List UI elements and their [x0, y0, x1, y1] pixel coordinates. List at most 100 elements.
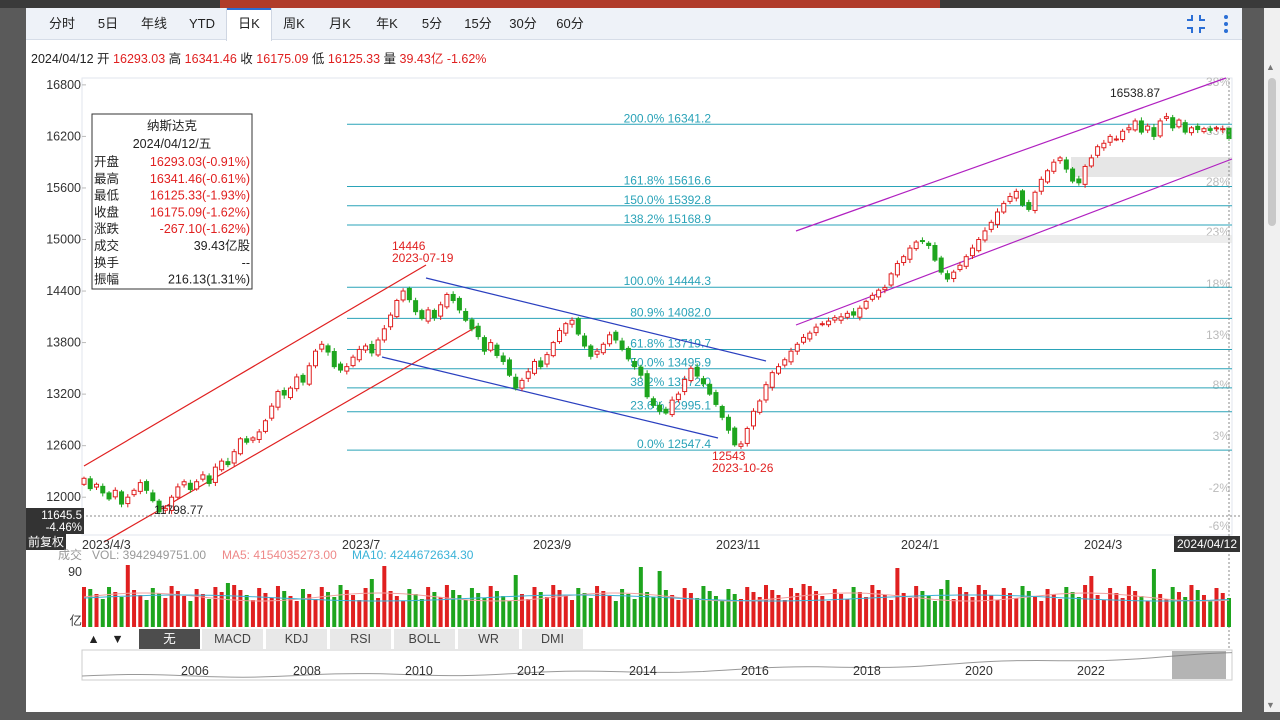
candle	[1032, 190, 1038, 214]
tab-9[interactable]: 15分	[464, 16, 492, 31]
tab-8[interactable]: 5分	[421, 16, 443, 31]
volume-bar	[676, 600, 681, 627]
indicator-4[interactable]: BOLL	[394, 629, 456, 649]
candle-body	[782, 359, 788, 366]
volume-bar	[551, 585, 556, 627]
candle-body	[1226, 127, 1232, 140]
candle-body	[369, 343, 375, 354]
tab-1[interactable]: 5日	[97, 16, 119, 31]
tab-5[interactable]: 周K	[283, 16, 305, 31]
volume-bar	[200, 594, 205, 627]
volume-bar	[707, 591, 712, 627]
tab-3[interactable]: YTD	[189, 16, 215, 31]
candle	[1195, 123, 1201, 134]
overview-year: 2008	[293, 664, 321, 678]
indicator-1[interactable]: MACD	[202, 629, 264, 649]
peak-date-label: 2023-07-19	[392, 251, 454, 265]
arrow-down-icon[interactable]: ▼	[106, 629, 130, 649]
candle	[832, 315, 838, 324]
indicator-6[interactable]: DMI	[522, 629, 584, 649]
y-tick-label: 13800	[46, 336, 81, 350]
volume-bar	[957, 587, 962, 627]
volume-bar	[463, 600, 468, 627]
indicator-0[interactable]: 无	[139, 629, 201, 649]
candle-body	[394, 299, 400, 318]
candle-body	[413, 300, 419, 313]
info-close-label: 收	[240, 52, 253, 66]
candle-body	[1120, 130, 1126, 141]
volume-bar	[820, 596, 825, 627]
candle-body	[363, 345, 369, 351]
volume-bar	[138, 595, 143, 627]
candle-body	[1063, 159, 1069, 170]
info-low: 16125.33	[327, 52, 381, 66]
indicator-2[interactable]: KDJ	[266, 629, 328, 649]
candle	[675, 391, 681, 403]
candle	[782, 357, 788, 368]
candle	[244, 435, 250, 445]
volume-bar	[576, 588, 581, 627]
volume-bar	[732, 594, 737, 627]
volume-bar	[1020, 586, 1025, 627]
candle-body	[1038, 178, 1044, 192]
candle	[137, 479, 143, 495]
volume-bar	[939, 589, 944, 627]
candle-body	[957, 264, 963, 271]
indicator-3[interactable]: RSI	[330, 629, 392, 649]
channel-red-upper	[83, 264, 427, 467]
candle	[1126, 124, 1132, 134]
volume-bar	[826, 601, 831, 627]
candle	[250, 436, 256, 444]
volume-bar	[319, 587, 324, 627]
shrink-icon[interactable]	[1184, 12, 1208, 36]
volume-bar	[989, 595, 994, 627]
volume-bar	[100, 599, 105, 627]
candle	[757, 398, 763, 415]
fib-label: 61.8% 13719.7	[630, 336, 711, 350]
tab-2[interactable]: 年线	[140, 16, 167, 31]
volume-bar	[457, 595, 462, 627]
volume-bar	[964, 592, 969, 627]
page-scrollbar-thumb[interactable]	[1268, 78, 1276, 226]
candle-body	[294, 376, 300, 390]
indicator-5[interactable]: WR	[458, 629, 520, 649]
candle	[944, 270, 950, 283]
volume-bar	[1158, 594, 1163, 627]
candle	[838, 313, 844, 324]
tab-7[interactable]: 年K	[376, 16, 398, 31]
tab-10[interactable]: 30分	[509, 16, 537, 31]
volume-bar	[232, 585, 237, 627]
volume-bar	[1220, 593, 1225, 627]
volume-bar	[169, 586, 174, 627]
volume-bar	[951, 599, 956, 627]
volume-bar	[1201, 595, 1206, 627]
kline-chart[interactable]: 16800 16200 15600 15000 14400 13800 13200 12600…	[26, 8, 1242, 704]
scroll-up-icon[interactable]: ▲	[1266, 62, 1275, 72]
candle-body	[919, 240, 925, 243]
tab-11[interactable]: 60分	[556, 16, 584, 31]
more-vertical-icon[interactable]	[1214, 12, 1238, 36]
candle-body	[707, 383, 713, 395]
volume-bar	[1227, 598, 1231, 627]
candle-body	[519, 379, 525, 389]
scroll-down-icon[interactable]: ▼	[1266, 700, 1275, 710]
candle	[600, 342, 606, 355]
candle-body	[744, 427, 750, 444]
volume-bar	[275, 586, 280, 627]
candle-body	[144, 481, 150, 491]
tab-4[interactable]: 日K	[226, 8, 272, 41]
candle-body	[150, 492, 156, 502]
tab-0[interactable]: 分时	[48, 16, 75, 31]
info-vol-label: 量	[383, 52, 397, 66]
volume-bar	[851, 587, 856, 627]
volume-bar	[1070, 592, 1075, 627]
candle-body	[350, 356, 356, 367]
candle	[313, 348, 319, 369]
tab-6[interactable]: 月K	[329, 16, 351, 31]
volume-bar	[1058, 599, 1063, 627]
volume-bar	[970, 597, 975, 627]
candle	[638, 364, 644, 379]
volume-bar	[645, 592, 650, 627]
candle-body	[281, 390, 287, 396]
arrow-up-icon[interactable]: ▲	[82, 629, 106, 649]
